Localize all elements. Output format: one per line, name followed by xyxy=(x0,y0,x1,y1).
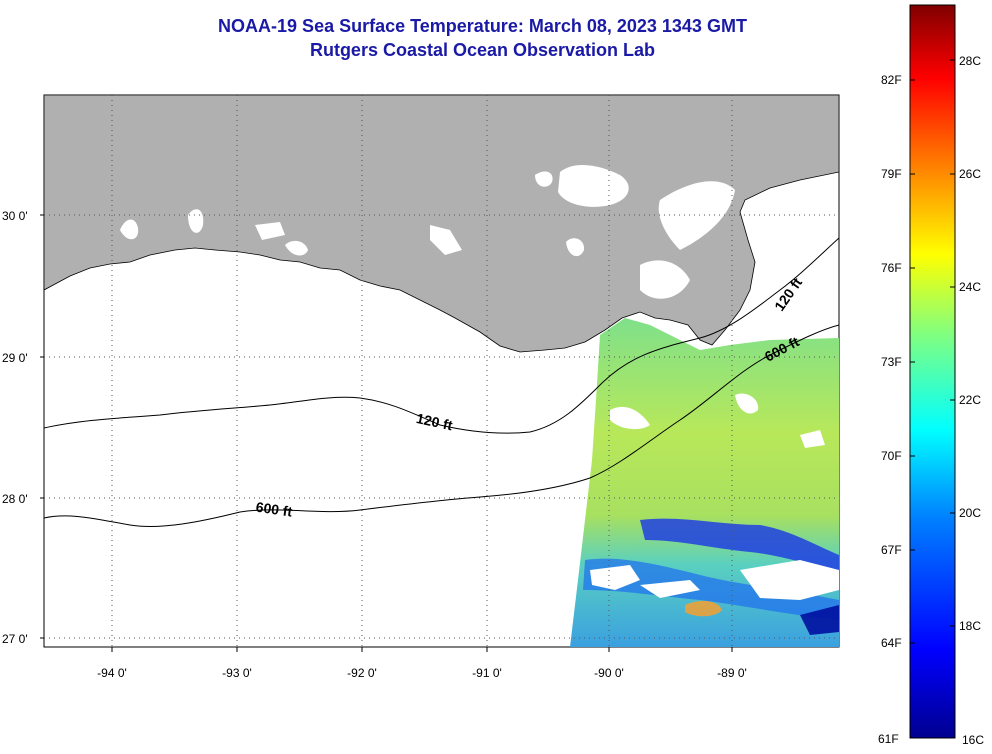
colorbar-c-label: 26C xyxy=(959,167,981,181)
lake-area xyxy=(640,260,690,299)
colorbar xyxy=(909,4,956,739)
colorbar-c-label: 24C xyxy=(959,280,981,294)
lake-area xyxy=(285,240,308,256)
sst-cool-band xyxy=(583,558,839,620)
lake-area xyxy=(566,238,585,257)
lake-area xyxy=(658,181,735,250)
cloud-gap xyxy=(735,393,759,414)
lon-label: -90 0' xyxy=(594,666,624,680)
lon-label: -89 0' xyxy=(717,666,747,680)
map-subtitle: Rutgers Coastal Ocean Observation Lab xyxy=(309,40,656,60)
colorbar-c-label: 22C xyxy=(959,393,981,407)
colorbar-c-label: 20C xyxy=(959,506,981,520)
map-title: NOAA-19 Sea Surface Temperature: March 0… xyxy=(218,16,747,36)
lat-label: 30 0' xyxy=(2,209,28,223)
cloud-gap xyxy=(740,560,839,600)
lon-label: -91 0' xyxy=(472,666,502,680)
lon-grid xyxy=(111,95,733,647)
cloud-gap xyxy=(790,228,805,240)
frame-ticks xyxy=(40,214,733,652)
colorbar-f-label: 76F xyxy=(881,261,902,275)
sst-cool-band xyxy=(640,518,839,572)
contour-label-120ft-gulf: 120 ft xyxy=(415,410,454,433)
colorbar-c-label: 28C xyxy=(959,54,981,68)
lake-area xyxy=(558,164,629,207)
colorbar-f-label: 61F xyxy=(878,732,899,746)
lake-area xyxy=(430,225,462,255)
colorbar-c-label: 16C xyxy=(962,733,984,747)
colorbar-c-ticks xyxy=(950,59,955,627)
lon-label: -92 0' xyxy=(347,666,377,680)
sst-warm-spot xyxy=(685,600,722,617)
lat-label: 29 0' xyxy=(2,351,28,365)
cloud-gap xyxy=(590,565,640,590)
colorbar-f-label: 82F xyxy=(881,73,902,87)
lon-label: -93 0' xyxy=(222,666,252,680)
lat-label: 27 0' xyxy=(2,632,28,646)
contour-label-600ft-gulf: 600 ft xyxy=(255,499,294,520)
colorbar-f-label: 64F xyxy=(881,636,902,650)
colorbar-f-label: 67F xyxy=(881,543,902,557)
contour-600ft xyxy=(44,324,839,528)
colorbar-f-label: 70F xyxy=(881,449,902,463)
lon-label: -94 0' xyxy=(97,666,127,680)
cloud-gap xyxy=(800,430,825,448)
lake-area xyxy=(255,222,285,240)
colorbar-c-label: 18C xyxy=(959,619,981,633)
sst-cool-band xyxy=(800,605,839,635)
cloud-gap xyxy=(610,406,650,430)
colorbar-f-label: 79F xyxy=(881,167,902,181)
colorbar-f-label: 73F xyxy=(881,355,902,369)
lat-label: 28 0' xyxy=(2,492,28,506)
colorbar-f-ticks xyxy=(910,79,915,644)
lake-area xyxy=(535,171,553,187)
lake-area xyxy=(120,219,139,240)
cloud-gap xyxy=(640,580,700,598)
contour-120ft xyxy=(44,237,839,434)
